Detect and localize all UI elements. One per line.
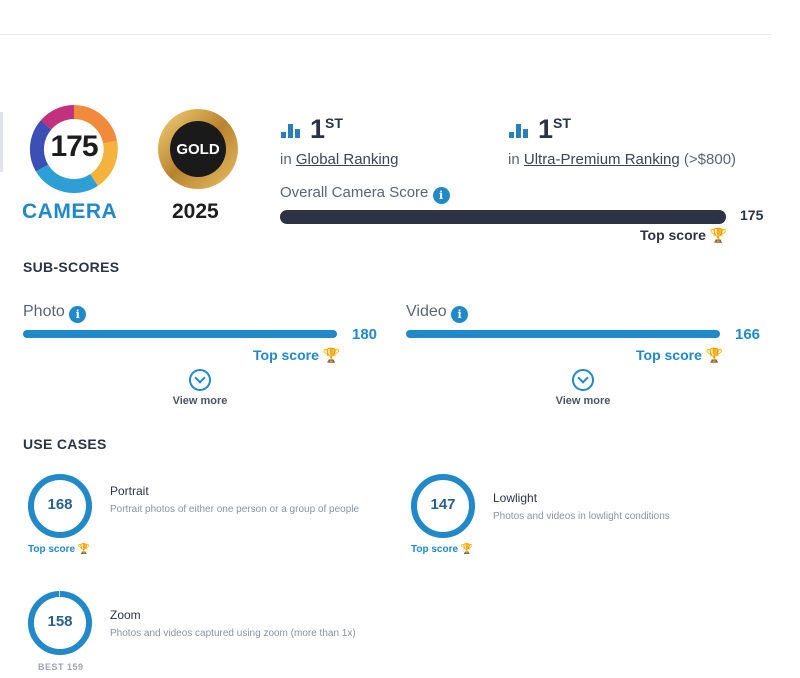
gold-label-year: 2025 bbox=[172, 200, 219, 223]
overall-score-value: 175 bbox=[740, 207, 764, 223]
photo-view-more-button[interactable]: View more bbox=[160, 369, 240, 407]
portrait-description: Portrait photos of either one person or … bbox=[110, 504, 360, 515]
trophy-icon: 🏆 bbox=[709, 227, 728, 243]
video-view-more-label: View more bbox=[555, 395, 611, 407]
portrait-score-ring: 168 bbox=[26, 472, 94, 540]
lowlight-description: Photos and videos in lowlight conditions bbox=[493, 511, 670, 522]
info-icon[interactable]: i bbox=[432, 187, 450, 204]
ultra-premium-ranking-suffix: ST bbox=[553, 115, 571, 131]
zoom-best-score: BEST 159 bbox=[38, 662, 84, 672]
chevron-down-icon bbox=[189, 369, 211, 391]
overall-top-score-label: Top score bbox=[640, 227, 706, 243]
global-ranking-number: 1 bbox=[310, 114, 326, 144]
portrait-top-score-label: Top score bbox=[28, 544, 76, 555]
video-view-more-button[interactable]: View more bbox=[543, 369, 623, 407]
video-subscore-label: Video i bbox=[406, 303, 469, 323]
trophy-icon: 🏆 bbox=[77, 544, 91, 555]
ultra-premium-ranking-prefix: in bbox=[508, 151, 520, 168]
camera-score-value: 175 bbox=[50, 130, 98, 163]
global-ranking-suffix: ST bbox=[325, 115, 343, 131]
trophy-icon: 🏆 bbox=[460, 544, 474, 555]
global-ranking-caption: in Global Ranking bbox=[280, 151, 398, 168]
video-subscore-value: 166 bbox=[735, 326, 761, 343]
zoom-title: Zoom bbox=[110, 608, 141, 622]
video-label-text: Video bbox=[406, 303, 447, 320]
video-subscore-bar bbox=[406, 330, 720, 338]
photo-top-score-label: Top score bbox=[253, 347, 319, 363]
lowlight-score-ring: 147 bbox=[409, 472, 477, 540]
ultra-premium-ranking-caption: in Ultra-Premium Ranking (>$800) bbox=[508, 151, 736, 168]
global-ranking-link[interactable]: Global Ranking bbox=[295, 151, 399, 168]
trophy-icon: 🏆 bbox=[705, 347, 724, 363]
use-cases-title: USE CASES bbox=[23, 436, 107, 452]
lowlight-top-score-label: Top score bbox=[411, 544, 459, 555]
ranking-bars-icon bbox=[281, 124, 303, 138]
lowlight-top-score: Top score 🏆 bbox=[411, 544, 473, 555]
photo-view-more-label: View more bbox=[172, 395, 228, 407]
zoom-description: Photos and videos captured using zoom (m… bbox=[110, 628, 356, 639]
video-top-score-label: Top score bbox=[636, 347, 702, 363]
gold-label-text: GOLD bbox=[176, 141, 220, 158]
camera-label: CAMERA bbox=[22, 200, 118, 223]
global-ranking-prefix: in bbox=[280, 151, 292, 168]
zoom-score-value: 158 bbox=[47, 613, 73, 630]
ultra-premium-ranking-position: 1ST bbox=[538, 114, 571, 145]
lowlight-score-value: 147 bbox=[430, 496, 456, 513]
trophy-icon: 🏆 bbox=[322, 347, 341, 363]
photo-label-text: Photo bbox=[23, 303, 65, 320]
overall-top-score: Top score 🏆 bbox=[640, 227, 727, 244]
ultra-premium-price-range: (>$800) bbox=[683, 151, 737, 168]
chevron-down-icon bbox=[572, 369, 594, 391]
global-ranking-position: 1ST bbox=[310, 114, 343, 145]
header-divider bbox=[0, 34, 772, 35]
ranking-bars-icon bbox=[509, 124, 531, 138]
portrait-title: Portrait bbox=[110, 484, 149, 498]
portrait-score-value: 168 bbox=[47, 496, 73, 513]
photo-subscore-bar bbox=[23, 330, 337, 338]
gold-label-badge: GOLD bbox=[152, 104, 244, 194]
subscores-title: SUB-SCORES bbox=[23, 259, 120, 275]
overall-score-bar bbox=[280, 210, 726, 224]
overall-score-label: Overall Camera Score i bbox=[280, 184, 450, 204]
photo-top-score: Top score 🏆 bbox=[253, 347, 340, 364]
info-icon[interactable]: i bbox=[451, 306, 469, 323]
ultra-premium-ranking-number: 1 bbox=[538, 114, 554, 144]
photo-subscore-value: 180 bbox=[352, 326, 378, 343]
lowlight-title: Lowlight bbox=[493, 491, 538, 505]
portrait-top-score: Top score 🏆 bbox=[28, 544, 90, 555]
video-top-score: Top score 🏆 bbox=[636, 347, 723, 364]
ultra-premium-ranking-link[interactable]: Ultra-Premium Ranking bbox=[523, 151, 680, 168]
info-icon[interactable]: i bbox=[69, 306, 87, 323]
camera-score-badge: 175 bbox=[24, 102, 124, 194]
left-edge-decoration bbox=[0, 112, 3, 172]
zoom-score-ring: 158 bbox=[26, 589, 94, 657]
overall-score-label-text: Overall Camera Score bbox=[280, 184, 429, 201]
photo-subscore-label: Photo i bbox=[23, 303, 87, 323]
